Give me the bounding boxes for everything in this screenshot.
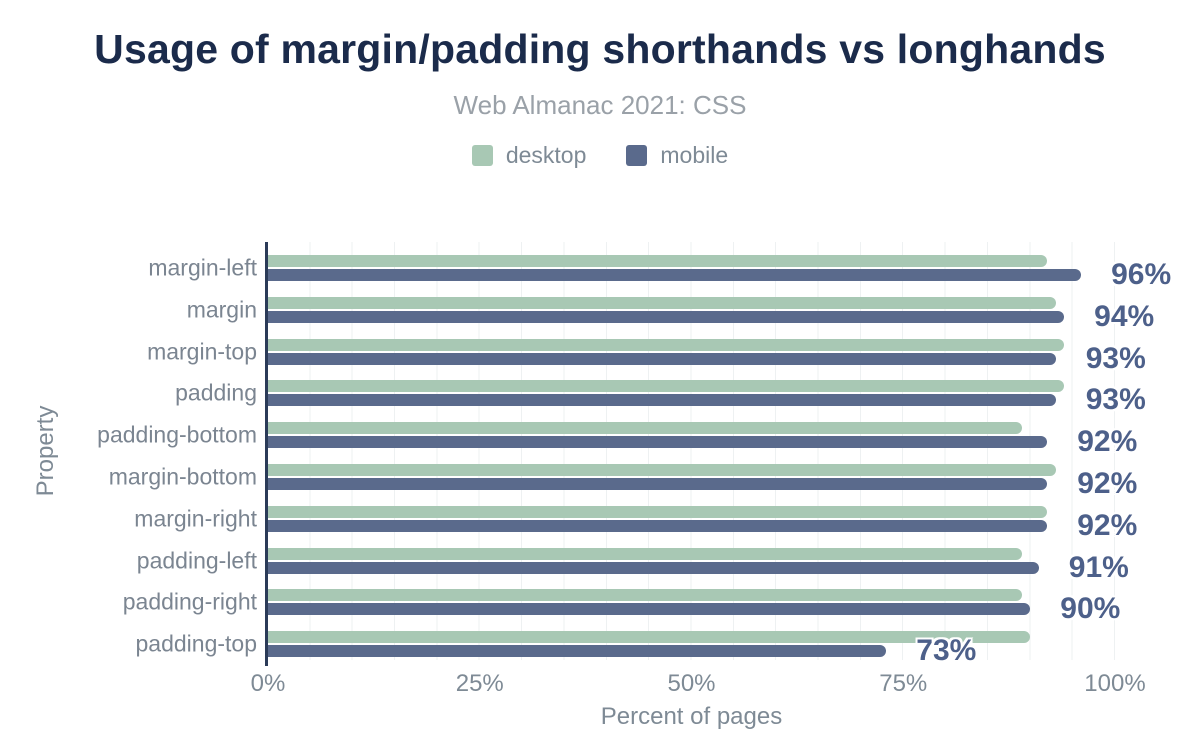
desktop-bar[interactable] (268, 255, 1048, 267)
desktop-bar[interactable] (268, 547, 1022, 560)
chart-row: margin-top 93% (147, 326, 1146, 375)
chart-row: padding 93% (175, 367, 1146, 417)
y-axis-line (265, 242, 268, 666)
value-label: 93% (1085, 341, 1146, 375)
chart-row: padding-left 91% (137, 535, 1129, 584)
chart-row: padding-right 90% (123, 576, 1121, 626)
category-label: padding-top (135, 630, 258, 657)
category-label: padding-left (136, 547, 257, 574)
x-tick-label: 0% (250, 670, 286, 697)
legend-item-desktop[interactable]: desktop (471, 142, 587, 169)
desktop-bar[interactable] (268, 505, 1048, 518)
legend-label: mobile (660, 142, 729, 168)
desktop-bar[interactable] (268, 631, 1031, 644)
mobile-bar[interactable] (268, 645, 887, 658)
mobile-bar[interactable] (268, 519, 1048, 532)
chart-legend: desktop mobile (0, 142, 1200, 169)
x-axis-ticks: 0% 25% 50% 75% 100% (251, 670, 1146, 697)
category-label: margin-bottom (108, 463, 257, 490)
plot-area: margin-left 96% margin 94% margin-top 93% padd… (97, 242, 1171, 667)
x-tick-label: 50% (667, 670, 716, 697)
value-label: 96% (1111, 258, 1172, 291)
x-tick-label: 25% (455, 670, 504, 697)
value-label: 91% (1068, 550, 1129, 584)
x-axis-title: Percent of pages (600, 703, 783, 730)
legend-swatch-desktop (471, 145, 493, 166)
desktop-bar[interactable] (268, 589, 1022, 602)
mobile-bar[interactable] (268, 352, 1056, 365)
category-label: margin-left (148, 254, 257, 281)
chart-subtitle: Web Almanac 2021: CSS (453, 90, 747, 120)
category-label: margin-top (147, 338, 257, 365)
x-tick-label: 100% (1084, 670, 1146, 697)
chart-title: Usage of margin/padding shorthands vs lo… (94, 26, 1106, 72)
mobile-bar[interactable] (268, 394, 1056, 407)
chart-row: margin-bottom 92% (109, 451, 1138, 501)
category-label: padding (175, 379, 257, 406)
chart-row: padding-top 73% (136, 618, 1115, 667)
desktop-bar[interactable] (268, 380, 1065, 393)
mobile-bar[interactable] (268, 436, 1048, 449)
mobile-bar[interactable] (268, 478, 1048, 490)
desktop-bar[interactable] (268, 296, 1056, 309)
category-label: margin (186, 296, 257, 323)
value-label: 90% (1060, 592, 1121, 626)
value-label: 92% (1077, 508, 1138, 542)
legend-swatch-mobile (626, 145, 648, 166)
category-label: padding-right (122, 588, 257, 615)
y-axis-title: Property (32, 405, 59, 497)
legend-label: desktop (505, 142, 587, 168)
value-label: 73% (916, 634, 977, 668)
chart-row: margin 94% (187, 284, 1155, 333)
desktop-bar[interactable] (268, 422, 1022, 435)
chart-row: padding-bottom 92% (97, 409, 1137, 459)
desktop-bar[interactable] (268, 338, 1065, 351)
value-label: 93% (1085, 383, 1146, 417)
value-label: 92% (1077, 467, 1138, 500)
mobile-bar[interactable] (268, 269, 1082, 281)
mobile-bar[interactable] (268, 561, 1039, 574)
value-label: 94% (1094, 299, 1155, 333)
chart-row: margin-right 92% (134, 493, 1137, 542)
desktop-bar[interactable] (268, 464, 1056, 476)
mobile-bar[interactable] (268, 603, 1031, 616)
category-label: margin-right (134, 505, 257, 532)
category-label: padding-bottom (97, 421, 257, 448)
chart-row: margin-left 96% (148, 242, 1171, 292)
value-label: 92% (1077, 425, 1138, 459)
legend-item-mobile[interactable]: mobile (626, 142, 728, 169)
mobile-bar[interactable] (268, 310, 1065, 323)
x-tick-label: 75% (879, 670, 928, 697)
